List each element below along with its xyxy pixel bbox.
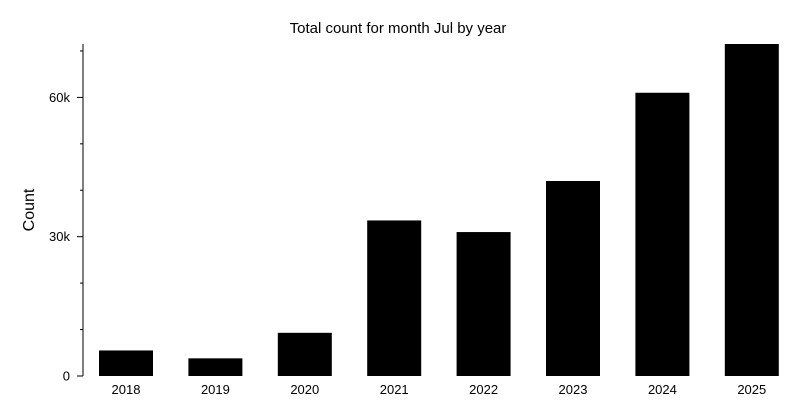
bar-2020 [277, 332, 332, 376]
x-tick-label-2020: 2020 [290, 382, 319, 397]
x-tick-label-2025: 2025 [737, 382, 766, 397]
y-tick-label: 60k [49, 90, 70, 105]
y-axis-ticks: 0 30k 60k [49, 50, 83, 384]
bar-2018 [99, 350, 153, 376]
x-axis-tick-labels: 2018 2019 2020 2021 2022 2023 2024 2025 [112, 382, 767, 397]
bar-2021 [367, 220, 422, 376]
bars-group [99, 44, 779, 376]
bar-2025 [724, 44, 779, 376]
x-tick-label-2019: 2019 [201, 382, 230, 397]
x-tick-label-2024: 2024 [648, 382, 677, 397]
y-tick-label: 0 [63, 369, 70, 384]
bar-2022 [456, 232, 511, 376]
x-tick-label-2023: 2023 [559, 382, 588, 397]
y-axis-title: Count [21, 188, 38, 231]
x-tick-label-2022: 2022 [469, 382, 498, 397]
bar-2019 [188, 358, 243, 376]
bar-2023 [546, 180, 600, 376]
y-tick-label: 30k [49, 229, 70, 244]
x-tick-label-2018: 2018 [112, 382, 141, 397]
chart-title: Total count for month Jul by year [290, 20, 507, 37]
x-tick-label-2021: 2021 [380, 382, 409, 397]
bar-2024 [635, 92, 690, 376]
